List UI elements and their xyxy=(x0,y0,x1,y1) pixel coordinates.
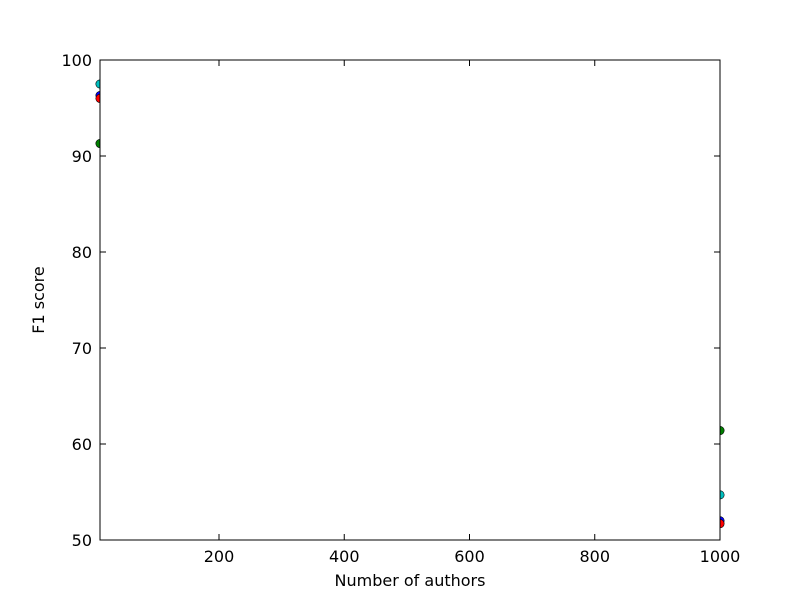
y-tick-label: 80 xyxy=(72,243,92,262)
y-tick-label: 60 xyxy=(72,435,92,454)
plot-frame xyxy=(99,59,721,541)
y-tick-label: 70 xyxy=(72,339,92,358)
x-tick-label: 600 xyxy=(454,547,485,566)
x-tick-label: 800 xyxy=(579,547,610,566)
x-tick-label: 400 xyxy=(329,547,360,566)
y-axis-label: F1 score xyxy=(29,266,48,333)
x-tick-label: 1000 xyxy=(700,547,741,566)
plot-border xyxy=(99,59,721,541)
y-tick-label: 100 xyxy=(61,51,92,70)
x-axis-label: Number of authors xyxy=(335,571,486,590)
y-tick-label: 50 xyxy=(72,531,92,550)
axes: 200 400 600 800 1000 50 60 70 80 90 100 xyxy=(61,51,740,566)
y-tick-label: 90 xyxy=(72,147,92,166)
x-tick-label: 200 xyxy=(204,547,235,566)
